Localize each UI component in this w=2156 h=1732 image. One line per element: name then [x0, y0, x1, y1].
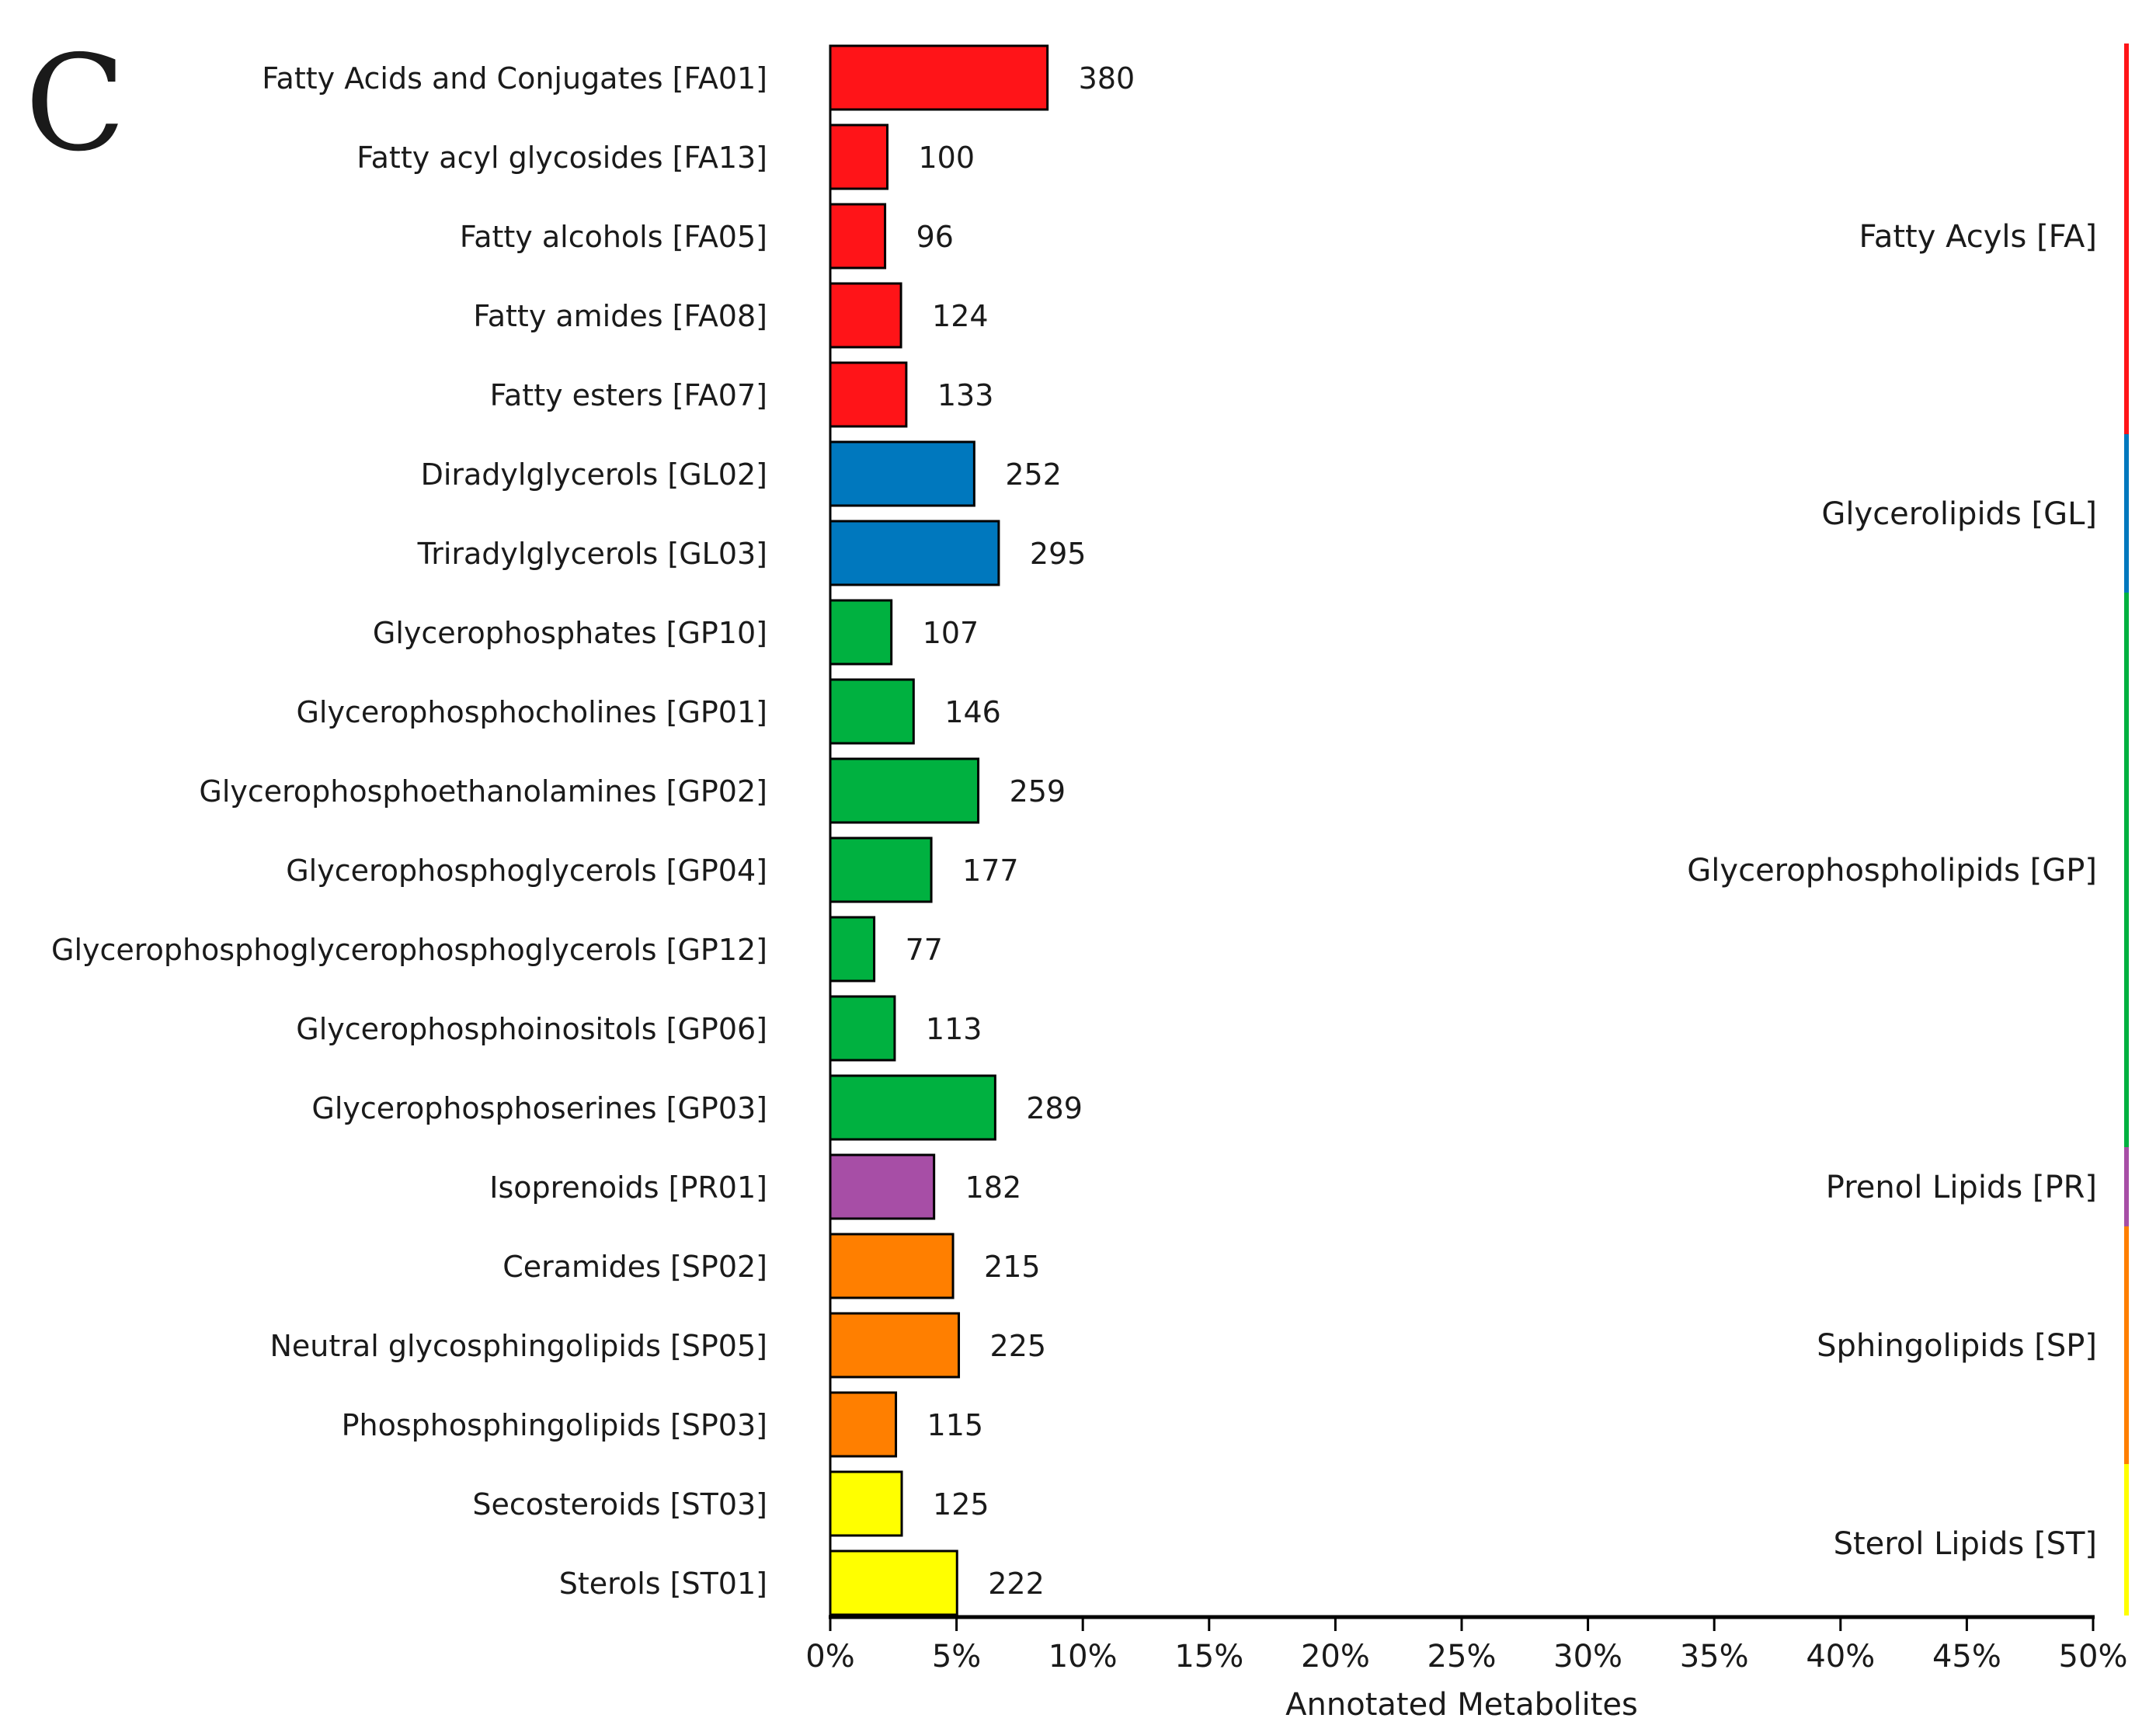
x-tick-label: 15% — [1174, 1639, 1243, 1675]
value-label: 252 — [1005, 457, 1062, 492]
bar-gp-11 — [829, 916, 876, 983]
category-label: Isoprenoids [PR01] — [489, 1170, 767, 1205]
x-tick-label: 45% — [1932, 1639, 2001, 1675]
category-label: Phosphosphingolipids [SP03] — [342, 1408, 767, 1442]
value-label: 182 — [965, 1170, 1022, 1205]
category-label: Diradylglycerols [GL02] — [421, 457, 767, 492]
category-label: Fatty acyl glycosides [FA13] — [356, 141, 767, 175]
value-label: 222 — [988, 1567, 1045, 1601]
category-label: Fatty amides [FA08] — [473, 299, 767, 333]
x-tick-label: 40% — [1806, 1639, 1875, 1675]
bar-fa-2 — [829, 203, 887, 270]
value-label: 295 — [1030, 537, 1087, 571]
bar-gp-9 — [829, 757, 980, 824]
group-label-st: Sterol Lipids [ST] — [1834, 1526, 2097, 1562]
category-label: Ceramides [SP02] — [502, 1250, 767, 1284]
category-label: Fatty Acids and Conjugates [FA01] — [262, 61, 767, 96]
x-tick-label: 5% — [932, 1639, 981, 1675]
value-label: 124 — [932, 299, 989, 333]
group-brackets-layer: Fatty Acyls [FA] Glycerolipids [GL] Glycer… — [1687, 43, 2129, 1615]
bar-sp-17 — [829, 1391, 898, 1458]
bars-layer — [829, 44, 1049, 1616]
group-label-fa: Fatty Acyls [FA] — [1859, 219, 2097, 255]
category-label: Glycerophosphocholines [GP01] — [296, 695, 767, 729]
bar-gp-12 — [829, 995, 896, 1062]
value-label: 215 — [984, 1250, 1041, 1284]
x-axis: 0% 5% 10% 15% 20% 25% 30% 35% 40% 45% 50% — [805, 46, 2127, 1675]
group-label-pr: Prenol Lipids [PR] — [1826, 1170, 2097, 1205]
bar-fa-4 — [829, 361, 908, 428]
group-label-sp: Sphingolipids [SP] — [1817, 1328, 2097, 1364]
category-label: Glycerophosphoserines [GP03] — [311, 1091, 767, 1125]
category-label: Neutral glycosphingolipids [SP05] — [270, 1329, 768, 1363]
bar-fa-0 — [829, 44, 1049, 111]
category-label: Glycerophosphates [GP10] — [373, 616, 767, 650]
category-label: Glycerophosphoethanolamines [GP02] — [199, 774, 767, 809]
category-labels-layer: Fatty Acids and Conjugates [FA01] Fatty a… — [51, 61, 767, 1601]
value-label: 113 — [926, 1012, 982, 1046]
category-label: Fatty esters [FA07] — [490, 378, 767, 412]
bar-gp-7 — [829, 599, 893, 666]
bar-sp-16 — [829, 1312, 961, 1379]
bar-fa-3 — [829, 282, 902, 349]
x-tick-label: 10% — [1048, 1639, 1118, 1675]
bar-gp-13 — [829, 1074, 996, 1141]
x-tick-label: 35% — [1680, 1639, 1749, 1675]
group-label-gp: Glycerophospholipids [GP] — [1687, 853, 2097, 889]
x-tick-label: 30% — [1553, 1639, 1622, 1675]
group-label-gl: Glycerolipids [GL] — [1821, 496, 2097, 532]
value-label: 96 — [916, 220, 954, 254]
x-tick-label: 0% — [805, 1639, 854, 1675]
value-label: 133 — [937, 378, 994, 412]
value-label: 380 — [1079, 61, 1135, 96]
bar-gl-6 — [829, 520, 1000, 586]
value-label: 225 — [990, 1329, 1047, 1363]
value-labels-layer: 380 100 96 124 133 252 295 107 146 259 177 77 113 289… — [906, 61, 1135, 1601]
x-tick-label: 20% — [1301, 1639, 1370, 1675]
category-label: Glycerophosphoinositols [GP06] — [296, 1012, 767, 1046]
category-label: Sterols [ST01] — [559, 1567, 767, 1601]
category-label: Glycerophosphoglycerols [GP04] — [286, 854, 767, 888]
bar-sp-15 — [829, 1233, 955, 1299]
value-label: 259 — [1010, 774, 1066, 809]
value-label: 177 — [962, 854, 1019, 888]
category-label: Fatty alcohols [FA05] — [460, 220, 767, 254]
bar-st-18 — [829, 1470, 903, 1537]
value-label: 107 — [923, 616, 979, 650]
bar-gl-5 — [829, 440, 975, 507]
value-label: 115 — [927, 1408, 984, 1442]
x-tick-label: 25% — [1427, 1639, 1497, 1675]
category-label: Triradylglycerols [GL03] — [417, 537, 767, 571]
value-label: 125 — [933, 1487, 989, 1522]
category-label: Secosteroids [ST03] — [472, 1487, 767, 1522]
bar-st-19 — [829, 1549, 958, 1616]
category-label: Glycerophosphoglycerophosphoglycerols [G… — [51, 933, 767, 967]
value-label: 100 — [918, 141, 975, 175]
bar-fa-1 — [829, 123, 888, 190]
value-label: 289 — [1026, 1091, 1083, 1125]
x-tick-label: 50% — [2059, 1639, 2128, 1675]
value-label: 77 — [906, 933, 943, 967]
x-axis-label: Annotated Metabolites — [1285, 1687, 1638, 1723]
panel-letter: C — [25, 27, 126, 181]
value-label: 146 — [944, 695, 1001, 729]
bar-gp-8 — [829, 678, 915, 745]
bar-gp-10 — [829, 836, 933, 903]
bar-pr-14 — [829, 1153, 936, 1220]
